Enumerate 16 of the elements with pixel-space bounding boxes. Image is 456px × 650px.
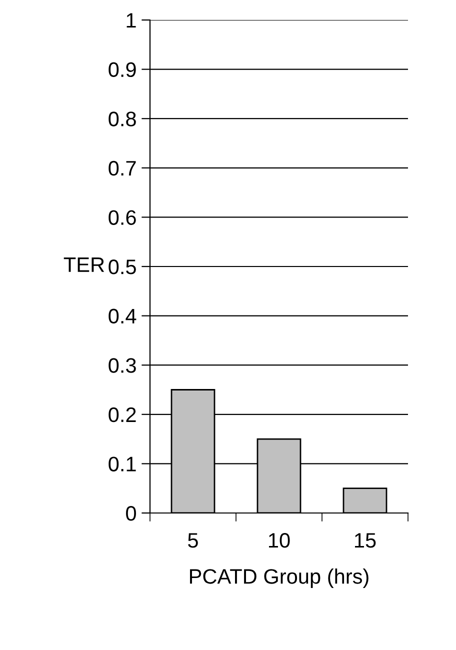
y-tick-label: 1 bbox=[126, 13, 136, 28]
y-tick-label: 0.4 bbox=[108, 308, 136, 324]
x-tick-label: 5 bbox=[188, 533, 198, 548]
y-tick-label: 0.1 bbox=[108, 456, 136, 472]
y-tick-label: 0.8 bbox=[108, 112, 136, 126]
x-axis-title: PCATD Group (hrs) bbox=[190, 568, 368, 588]
y-tick-label: 0.7 bbox=[108, 160, 136, 176]
x-tick-label: 15 bbox=[355, 533, 376, 548]
y-tick-label: 0 bbox=[126, 506, 136, 521]
x-tick-label: 10 bbox=[269, 532, 290, 548]
y-tick-label: 0.9 bbox=[108, 62, 136, 78]
y-axis-title: TER bbox=[64, 258, 104, 272]
y-tick-label: 0.3 bbox=[108, 358, 136, 373]
y-tick-label: 0.5 bbox=[108, 260, 136, 274]
y-tick-label: 0.6 bbox=[108, 210, 136, 225]
y-tick-label: 0.2 bbox=[108, 407, 136, 422]
